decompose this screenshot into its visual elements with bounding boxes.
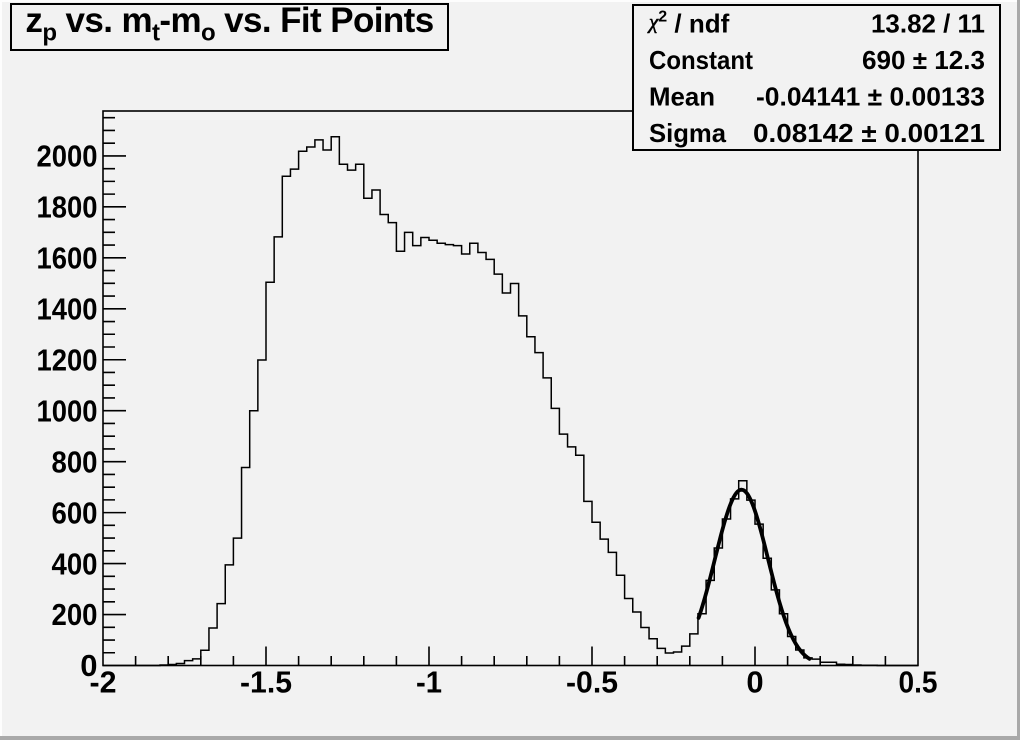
svg-text:-2: -2 <box>90 665 117 700</box>
svg-text:0.08142 ± 0.00121: 0.08142 ± 0.00121 <box>753 118 985 148</box>
svg-text:zp vs. mt-mo vs. Fit Points: zp vs. mt-mo vs. Fit Points <box>25 1 433 47</box>
svg-text:600: 600 <box>52 495 98 530</box>
svg-text:Constant: Constant <box>649 45 753 75</box>
svg-text:0: 0 <box>746 665 763 700</box>
svg-text:-1.5: -1.5 <box>240 665 292 700</box>
svg-text:0: 0 <box>80 648 97 683</box>
svg-text:Mean: Mean <box>649 81 715 111</box>
svg-text:2000: 2000 <box>37 139 98 174</box>
svg-text:400: 400 <box>52 546 98 581</box>
svg-text:1000: 1000 <box>37 393 98 428</box>
svg-text:-1: -1 <box>416 665 442 700</box>
svg-text:1400: 1400 <box>37 292 98 327</box>
svg-text:-0.04141 ± 0.00133: -0.04141 ± 0.00133 <box>756 81 985 111</box>
svg-text:13.82 / 11: 13.82 / 11 <box>871 8 985 38</box>
svg-text:1600: 1600 <box>37 241 98 276</box>
svg-text:200: 200 <box>52 597 98 632</box>
svg-text:690 ± 12.3: 690 ± 12.3 <box>862 45 985 75</box>
svg-text:1200: 1200 <box>37 342 98 377</box>
svg-text:-0.5: -0.5 <box>566 665 618 700</box>
svg-text:0.5: 0.5 <box>899 665 938 700</box>
svg-text:χ2 / ndf: χ2 / ndf <box>647 8 730 38</box>
svg-text:1800: 1800 <box>37 190 98 225</box>
svg-text:800: 800 <box>52 444 98 479</box>
svg-text:Sigma: Sigma <box>649 118 727 148</box>
